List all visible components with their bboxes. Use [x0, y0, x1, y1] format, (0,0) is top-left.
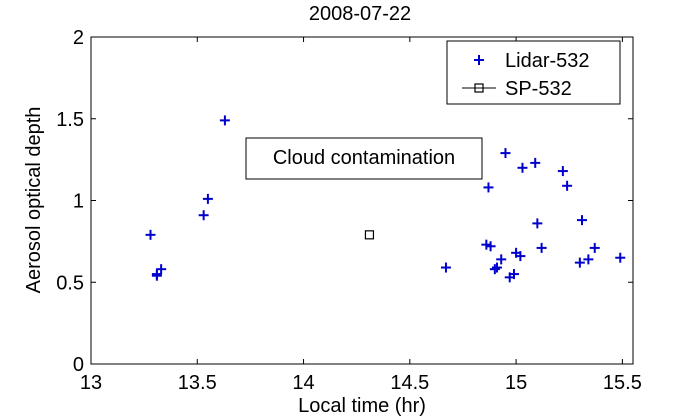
- legend-label-lidar-532: Lidar-532: [505, 50, 590, 72]
- lidar-532-point: [530, 157, 541, 168]
- lidar-532-point: [576, 215, 587, 226]
- chart-title: 2008-07-22: [309, 3, 411, 25]
- sp-532-point: [364, 230, 375, 240]
- legend-marker-lidar-532: [474, 55, 484, 65]
- lidar-532-point: [508, 269, 519, 280]
- lidar-532-point: [219, 115, 230, 126]
- lidar-532-point: [156, 264, 167, 275]
- lidar-532-point: [500, 148, 511, 159]
- lidar-532-point: [517, 162, 528, 173]
- lidar-532-point: [557, 166, 568, 177]
- y-tick-label: 2: [73, 27, 84, 49]
- x-tick-label: 15: [505, 372, 527, 394]
- annotation-text: Cloud contamination: [273, 147, 455, 169]
- y-axis-label: Aerosol optical depth: [23, 107, 45, 294]
- lidar-532-point: [483, 182, 494, 193]
- x-axis: 13 13.5 14 14.5 15 15.5: [80, 37, 642, 394]
- annotation-frame: [245, 137, 483, 180]
- y-tick-label: 1.5: [56, 109, 84, 131]
- lidar-532-point: [589, 242, 600, 253]
- legend: Lidar-532 SP-532: [446, 40, 621, 105]
- x-tick-label: 15.5: [603, 372, 642, 394]
- lidar-532-point: [145, 229, 156, 240]
- lidar-532-point: [536, 242, 547, 253]
- y-tick-label: 0.5: [56, 272, 84, 294]
- lidar-532-point: [532, 218, 543, 229]
- lidar-532-point: [202, 193, 213, 204]
- legend-frame: [446, 40, 621, 105]
- x-tick-label: 13: [80, 372, 102, 394]
- lidar-532-point: [515, 251, 526, 262]
- y-tick-label: 1: [73, 191, 84, 213]
- lidar-532-point: [485, 241, 496, 252]
- legend-label-sp-532: SP-532: [505, 78, 572, 100]
- lidar-532-point: [198, 210, 209, 221]
- legend-marker-sp-532: [474, 83, 484, 93]
- x-tick-label: 14: [292, 372, 314, 394]
- annotation-box: Cloud contamination: [245, 137, 483, 180]
- lidar-532-point: [440, 262, 451, 273]
- x-axis-label: Local time (hr): [298, 395, 426, 417]
- lidar-532-point: [562, 180, 573, 191]
- lidar-532-point: [489, 264, 500, 275]
- lidar-532-point: [574, 257, 585, 268]
- y-axis: 0 0.5 1 1.5 2: [56, 27, 633, 376]
- lidar-532-point: [491, 262, 502, 273]
- y-tick-label: 0: [73, 354, 84, 376]
- lidar-532-point: [615, 252, 626, 263]
- lidar-532-point: [151, 270, 162, 281]
- x-tick-label: 13.5: [178, 372, 217, 394]
- lidar-532-point: [496, 254, 507, 265]
- x-tick-label: 14.5: [390, 372, 429, 394]
- lidar-532-point: [583, 254, 594, 265]
